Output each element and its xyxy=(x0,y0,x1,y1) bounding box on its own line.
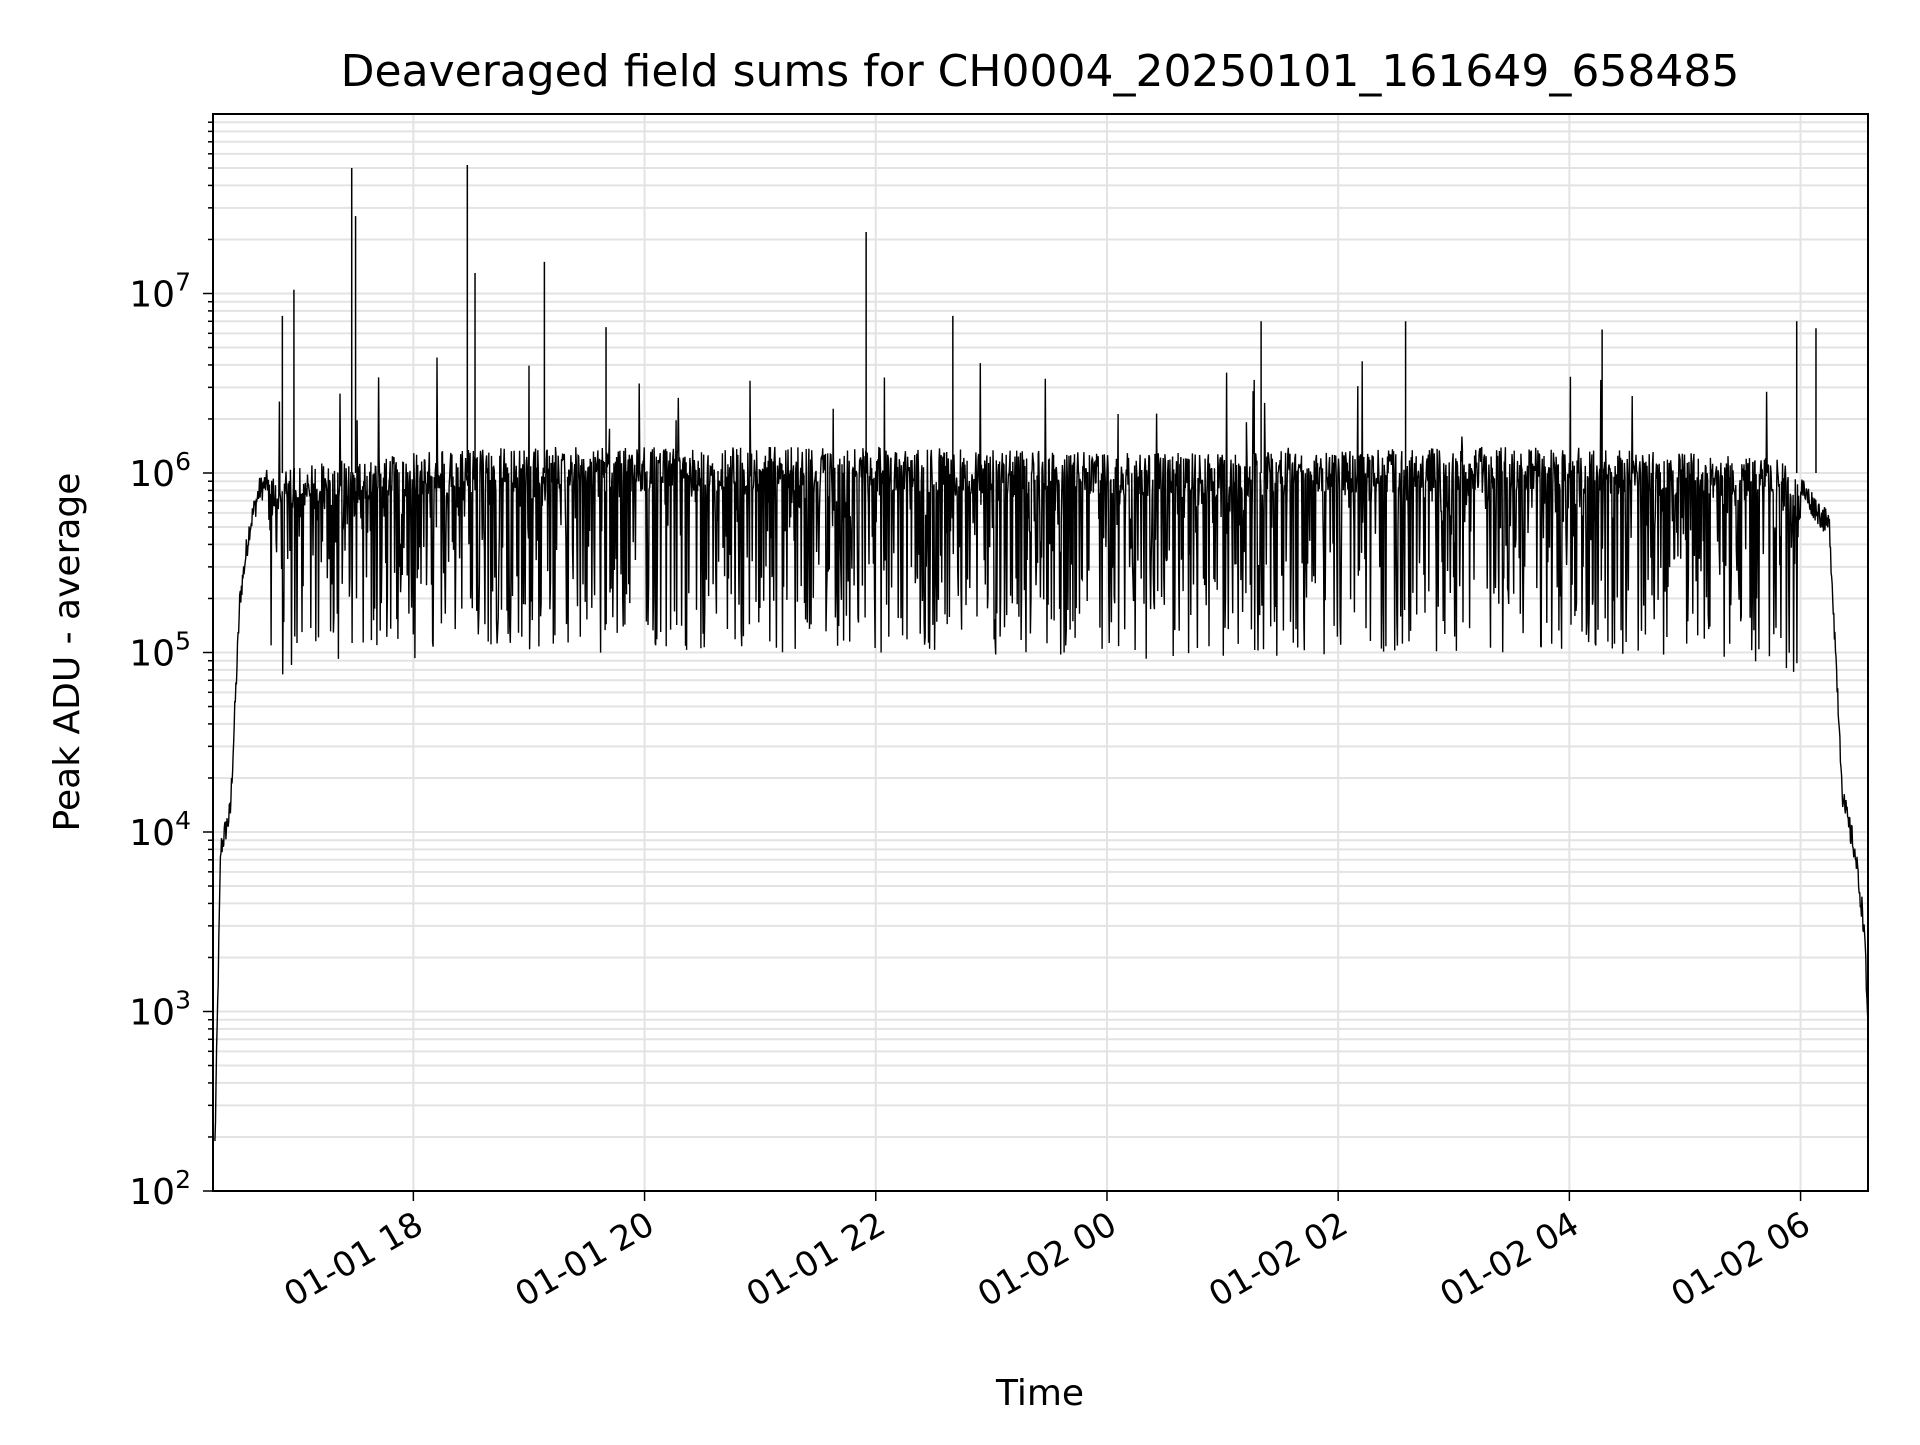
chart-title: Deaveraged field sums for CH0004_2025010… xyxy=(341,46,1740,97)
x-axis-label: Time xyxy=(995,1373,1084,1414)
y-tick-label: 106 xyxy=(129,447,191,495)
y-tick-label: 105 xyxy=(129,627,191,675)
y-tick-label: 104 xyxy=(129,806,191,854)
series-line xyxy=(214,357,1869,1142)
y-tick-label: 102 xyxy=(129,1165,191,1213)
plot-data xyxy=(214,164,1869,1142)
grid xyxy=(213,114,1868,1192)
y-tick-label: 103 xyxy=(129,986,191,1034)
y-tick-label: 107 xyxy=(129,268,191,316)
y-axis-label: Peak ADU - average xyxy=(47,473,88,832)
